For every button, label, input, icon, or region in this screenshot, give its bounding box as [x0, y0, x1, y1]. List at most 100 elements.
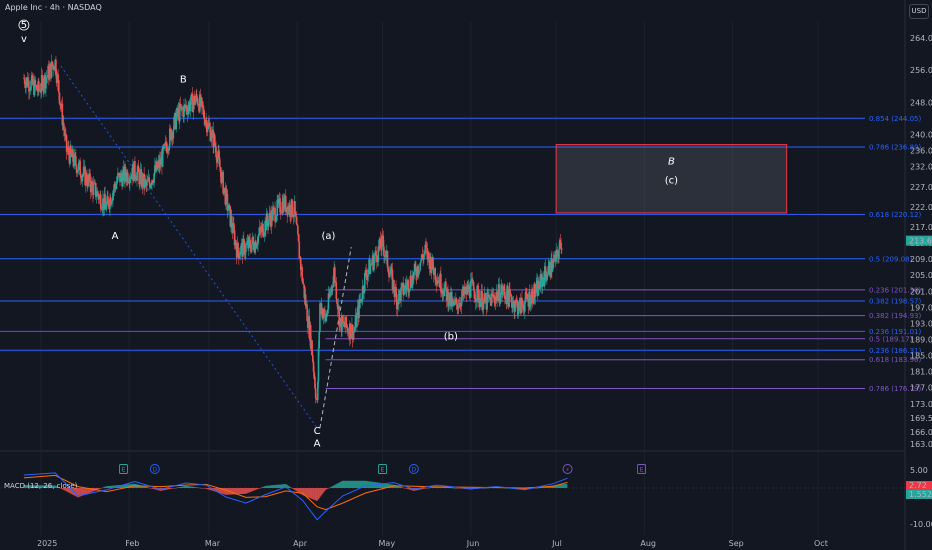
candle-body-534	[403, 291, 405, 295]
candle-body-551	[415, 267, 417, 276]
macd-hist-bar	[297, 488, 299, 492]
macd-hist-bar	[250, 488, 253, 492]
candle-body-652	[487, 292, 489, 297]
candle-body-425	[325, 314, 328, 322]
macd-hist-bar	[53, 485, 55, 488]
candle-body-274	[218, 151, 220, 158]
candle-body-51	[59, 103, 62, 105]
candle-body-535	[403, 285, 406, 292]
macd-hist-bar	[293, 488, 296, 490]
candle-body-183	[153, 173, 155, 183]
candle-body-506	[383, 246, 385, 257]
macd-hist-bar	[244, 488, 246, 494]
macd-hist-bar	[222, 488, 224, 494]
macd-hist-bar	[217, 488, 219, 493]
candle-body-416	[319, 303, 321, 332]
macd-hist-bar	[375, 482, 377, 488]
macd-hist-bar	[561, 484, 563, 488]
macd-hist-bar	[563, 484, 566, 488]
y-tick-label-17: 181.00	[910, 368, 932, 377]
wave-label-7: A	[314, 438, 321, 449]
candle-body-332	[259, 227, 261, 230]
macd-hist-bar	[417, 488, 419, 491]
macd-hist-bar	[351, 480, 353, 488]
macd-hist-bar	[541, 487, 543, 488]
macd-hist-bar	[285, 484, 288, 488]
candle-body-88	[85, 173, 88, 184]
candle-body-403	[309, 324, 312, 349]
macd-hist-bar	[556, 485, 558, 488]
macd-hist-bar	[363, 480, 365, 488]
macd-hist-bar	[102, 487, 105, 488]
macd-hist-bar	[303, 488, 305, 496]
macd-hist-bar	[450, 487, 452, 489]
candle-body-644	[481, 291, 483, 310]
candle-body-464	[353, 331, 355, 333]
macd-hist-bar	[164, 488, 166, 491]
candle-body-131	[116, 180, 118, 184]
candle-body-269	[214, 143, 217, 148]
macd-hist-bar	[300, 488, 303, 495]
candle-body-475	[361, 299, 363, 301]
macd-hist-bar	[292, 488, 294, 489]
candle-body-381	[294, 201, 296, 213]
macd-hist-bar	[339, 482, 341, 488]
macd-hist-bar	[327, 488, 330, 489]
x-tick-label-0: 2025	[37, 539, 57, 548]
y-tick-label-8: 217.00	[910, 223, 932, 232]
candle-body-676	[504, 291, 506, 299]
macd-hist-bar	[423, 488, 426, 489]
macd-hist-bar	[290, 487, 292, 488]
macd-hist-bar	[349, 480, 352, 488]
candle-body-205	[168, 128, 171, 147]
y-tick-label-5: 232.00	[910, 163, 932, 172]
macd-hist-bar	[345, 480, 347, 488]
candle-body-749	[556, 250, 558, 251]
currency-button[interactable]: USD	[909, 4, 929, 19]
candle-body-238	[192, 102, 195, 113]
macd-hist-bar	[139, 485, 141, 488]
candle-body-689	[513, 300, 515, 312]
x-tick-label-2: Mar	[205, 539, 221, 548]
macd-hist-bar	[190, 486, 192, 488]
macd-hist-bar	[400, 486, 402, 488]
macd-hist-bar	[110, 485, 112, 488]
macd-hist-bar	[122, 484, 125, 488]
macd-hist-bar	[534, 488, 537, 489]
macd-y-tick-0: 5.00	[910, 466, 928, 475]
macd-hist-bar	[60, 488, 63, 489]
candle-body-392	[302, 281, 304, 284]
candle-body-157	[134, 176, 137, 180]
candle-body-562	[423, 254, 425, 260]
macd-hist-bar	[168, 488, 170, 490]
candle-body-102	[95, 195, 98, 197]
macd-hist-bar	[519, 488, 522, 490]
macd-hist-bar	[75, 488, 77, 497]
fib-label-1: 0.786 (236.89)	[869, 144, 921, 152]
macd-hist-bar	[45, 485, 48, 488]
candle-body-711	[529, 291, 531, 308]
macd-value-1: 2.72	[909, 481, 927, 490]
macd-hist-bar	[361, 480, 363, 488]
macd-hist-bar	[155, 488, 157, 490]
candle-body-116	[105, 204, 108, 210]
time-markers[interactable]: E D E D ⚡ E	[119, 464, 646, 474]
candle-body-93	[89, 173, 91, 188]
candle-body-255	[204, 121, 207, 125]
macd-hist-bar	[334, 484, 336, 488]
macd-hist-bar	[189, 486, 192, 488]
candle-body-633	[473, 290, 476, 299]
macd-hist-bar	[325, 488, 328, 490]
dividend-icon-text-1: D	[153, 467, 158, 474]
macd-hist-bar	[307, 488, 309, 498]
macd-hist-bar	[198, 487, 200, 489]
candle-body-517	[390, 268, 393, 270]
y-tick-label-14: 193.00	[910, 319, 932, 328]
macd-hist-bar	[536, 487, 538, 489]
target-box[interactable]: B (c)	[555, 144, 788, 214]
candle-body-385	[297, 225, 299, 235]
macd-hist-bar	[152, 488, 155, 489]
candle-body-108	[99, 194, 102, 209]
candle-body-663	[494, 296, 497, 304]
